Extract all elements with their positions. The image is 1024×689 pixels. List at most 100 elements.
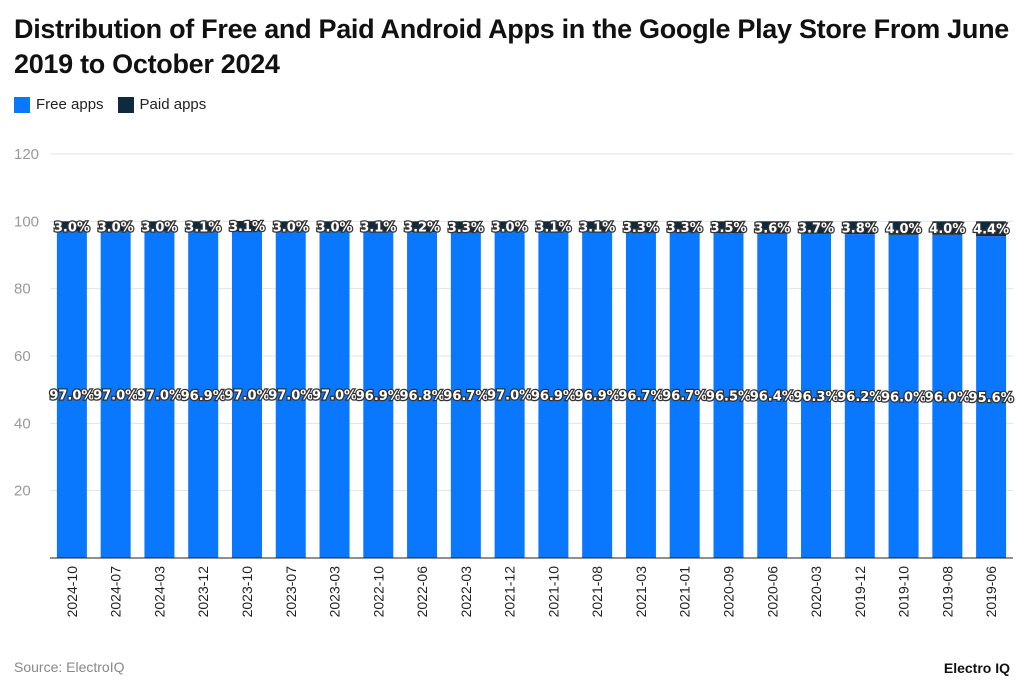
x-tick-label: 2019-10 [896,566,912,618]
data-label-paid: 3.5% [710,221,746,236]
x-tick-label: 2023-07 [283,566,299,618]
y-tick-label: 20 [14,483,31,500]
x-tick-label: 2021-01 [677,566,693,618]
y-tick-label: 60 [14,348,31,365]
x-tick-label: 2022-03 [458,566,474,618]
bar-paid [625,221,656,233]
bar-paid [450,221,481,233]
data-label-free: 96.0% [881,390,926,405]
data-label-free: 96.9% [181,389,226,404]
data-label-paid: 4.0% [886,222,922,237]
data-label-paid: 3.0% [54,220,90,235]
data-label-paid: 3.1% [579,221,615,236]
data-label-paid: 3.3% [623,221,659,236]
bar-free [976,236,1007,558]
bar-free [538,231,569,558]
x-tick-label: 2024-07 [108,566,124,618]
bar-free [582,231,613,558]
x-tick-label: 2022-10 [370,566,386,618]
x-tick-label: 2024-10 [64,566,80,618]
data-label-free: 96.3% [793,390,838,405]
chart-title: Distribution of Free and Paid Android Ap… [14,14,1009,79]
bar-free [363,231,394,558]
data-label-paid: 3.2% [404,221,440,236]
bar-paid [100,221,131,232]
data-label-paid: 4.0% [929,222,965,237]
x-tick-label: 2023-03 [327,566,343,618]
bar-paid [538,221,569,232]
x-tick-label: 2021-03 [633,566,649,618]
x-tick-label: 2020-03 [808,566,824,618]
data-label-paid: 3.1% [360,221,396,236]
x-tick-label: 2019-08 [939,566,955,618]
bar-paid [844,221,875,235]
data-label-free: 96.9% [531,389,576,404]
bar-free [888,234,919,559]
x-tick-label: 2024-03 [151,566,167,618]
data-label-paid: 3.0% [316,220,352,235]
bar-free [844,234,875,559]
bar-paid [494,221,525,232]
bar-paid [713,221,744,234]
x-tick-label: 2022-06 [414,566,430,618]
data-label-free: 97.0% [312,389,357,404]
x-tick-label: 2019-06 [983,566,999,618]
bar-free [144,231,175,558]
data-label-free: 97.0% [487,389,532,404]
data-label-free: 96.9% [356,389,401,404]
data-label-paid: 3.1% [535,221,571,236]
data-label-free: 96.8% [400,389,445,404]
bar-paid [363,221,394,232]
x-tick-label: 2019-12 [852,566,868,618]
data-label-free: 97.0% [224,389,269,404]
legend-label-free: Free apps [36,96,104,113]
bar-paid [275,221,306,232]
data-label-paid: 3.3% [448,221,484,236]
source-note: Source: ElectroIQ [14,659,125,675]
x-tick-label: 2023-12 [195,566,211,618]
y-tick-label: 120 [14,146,39,163]
legend-swatch-paid [117,96,134,113]
bar-paid [56,221,87,232]
bar-free [494,231,525,558]
data-label-free: 96.9% [575,389,620,404]
y-tick-label: 40 [14,415,31,432]
legend-label-paid: Paid apps [139,96,207,113]
brand-logo: Electro IQ [943,660,1010,676]
x-tick-label: 2020-06 [764,566,780,618]
data-label-free: 96.7% [618,389,663,404]
data-label-paid: 3.0% [98,220,134,235]
bar-free [275,231,306,558]
bar-free [56,231,87,558]
data-label-paid: 3.1% [185,221,221,236]
data-label-paid: 3.7% [798,222,834,237]
legend-swatch-free [14,96,30,113]
x-tick-label: 2021-08 [589,566,605,618]
bar-free [231,231,262,558]
y-tick-label: 80 [14,281,31,298]
bar-free [100,231,131,558]
bar-paid [319,221,350,232]
x-tick-label: 2021-12 [502,566,518,618]
bar-paid [188,221,219,232]
data-label-paid: 3.0% [492,220,528,235]
data-label-paid: 3.1% [229,220,265,235]
bar-paid [144,221,175,232]
legend-item-paid: Paid apps [117,96,207,113]
bar-paid [669,221,700,233]
legend-item-free: Free apps [14,96,104,113]
x-tick-label: 2023-10 [239,566,255,618]
bar-paid [231,220,262,232]
data-label-free: 96.5% [706,390,751,405]
bar-free [625,232,656,558]
data-label-free: 97.0% [137,389,182,404]
data-label-free: 95.6% [969,391,1014,406]
x-tick-label: 2020-09 [720,566,736,618]
y-tick-label: 100 [14,213,39,230]
data-label-free: 96.7% [443,389,488,404]
bar-free [188,231,219,558]
bar-paid [932,221,963,235]
bar-paid [407,221,438,233]
data-label-paid: 4.4% [973,223,1009,238]
